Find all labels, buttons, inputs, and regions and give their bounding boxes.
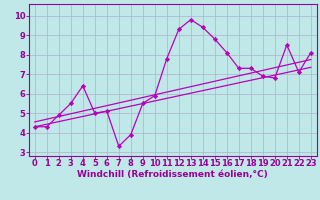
X-axis label: Windchill (Refroidissement éolien,°C): Windchill (Refroidissement éolien,°C) [77,170,268,179]
